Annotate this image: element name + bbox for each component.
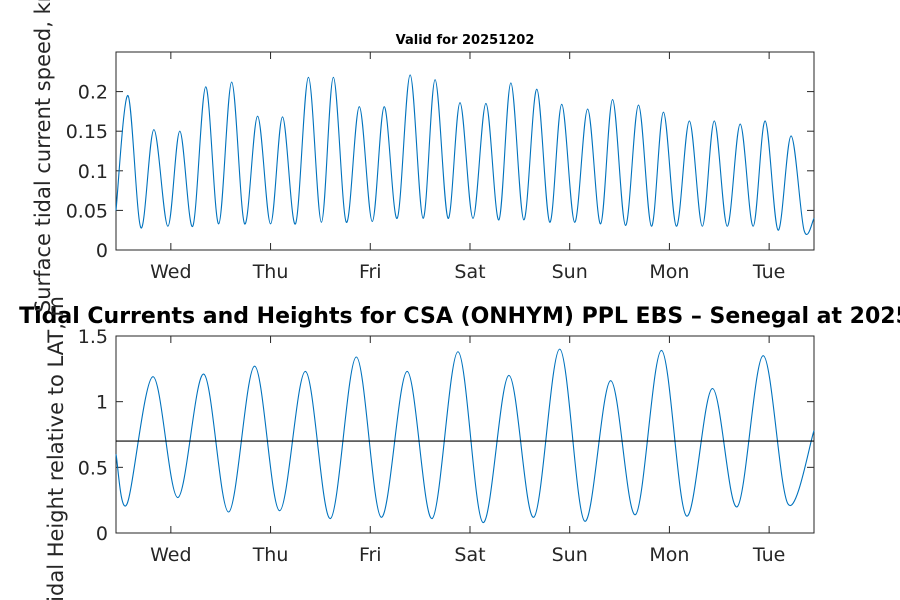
x-tick-label: Wed bbox=[150, 261, 191, 283]
current-speed-axes: 0 0.05 0.1 0.15 0.2 Wed Thu Fri Sat Sun Mon Tue Val… bbox=[31, 0, 815, 313]
x-tick-label: Sat bbox=[454, 544, 485, 566]
tidal-height-ylabel: Tidal Height relative to LAT, m bbox=[44, 296, 68, 600]
series-line-tidal-height bbox=[115, 348, 815, 524]
y-tick-label: 1 bbox=[96, 392, 108, 414]
x-tick-label: Wed bbox=[150, 544, 191, 566]
x-tick-label: Thu bbox=[252, 544, 289, 566]
y-tick-label: 0 bbox=[96, 523, 108, 545]
y-tick-label: 1.5 bbox=[78, 326, 108, 348]
series-line-current-speed bbox=[115, 74, 815, 235]
x-tick-label: Tue bbox=[752, 544, 785, 566]
y-tick-label: 0.2 bbox=[78, 82, 108, 104]
x-tick-label: Fri bbox=[359, 544, 382, 566]
tidal-height-title: Tidal Currents and Heights for CSA (ONHY… bbox=[19, 304, 900, 329]
tidal-height-axes: 0 0.5 1 1.5 Wed Thu Fri Sat Sun Mon Tue Tidal Curr… bbox=[19, 296, 900, 600]
x-tick-label: Tue bbox=[752, 261, 785, 283]
y-tick-label: 0.5 bbox=[78, 457, 108, 479]
y-tick-label: 0.1 bbox=[78, 161, 108, 183]
current-speed-plot-area bbox=[115, 51, 815, 251]
y-tick-label: 0 bbox=[96, 240, 108, 262]
current-speed-title: Valid for 20251202 bbox=[396, 33, 535, 48]
x-tick-label: Mon bbox=[649, 261, 689, 283]
x-tick-label: Sun bbox=[552, 544, 588, 566]
x-tick-label: Sat bbox=[454, 261, 485, 283]
x-tick-label: Sun bbox=[552, 261, 588, 283]
y-tick-label: 0.05 bbox=[66, 200, 108, 222]
x-tick-label: Thu bbox=[252, 261, 289, 283]
x-tick-label: Fri bbox=[359, 261, 382, 283]
tidal-height-plot-area bbox=[115, 335, 815, 534]
x-tick-label: Mon bbox=[649, 544, 689, 566]
y-tick-label: 0.15 bbox=[66, 121, 108, 143]
current-speed-ylabel: Surface tidal current speed, kn bbox=[31, 0, 55, 313]
